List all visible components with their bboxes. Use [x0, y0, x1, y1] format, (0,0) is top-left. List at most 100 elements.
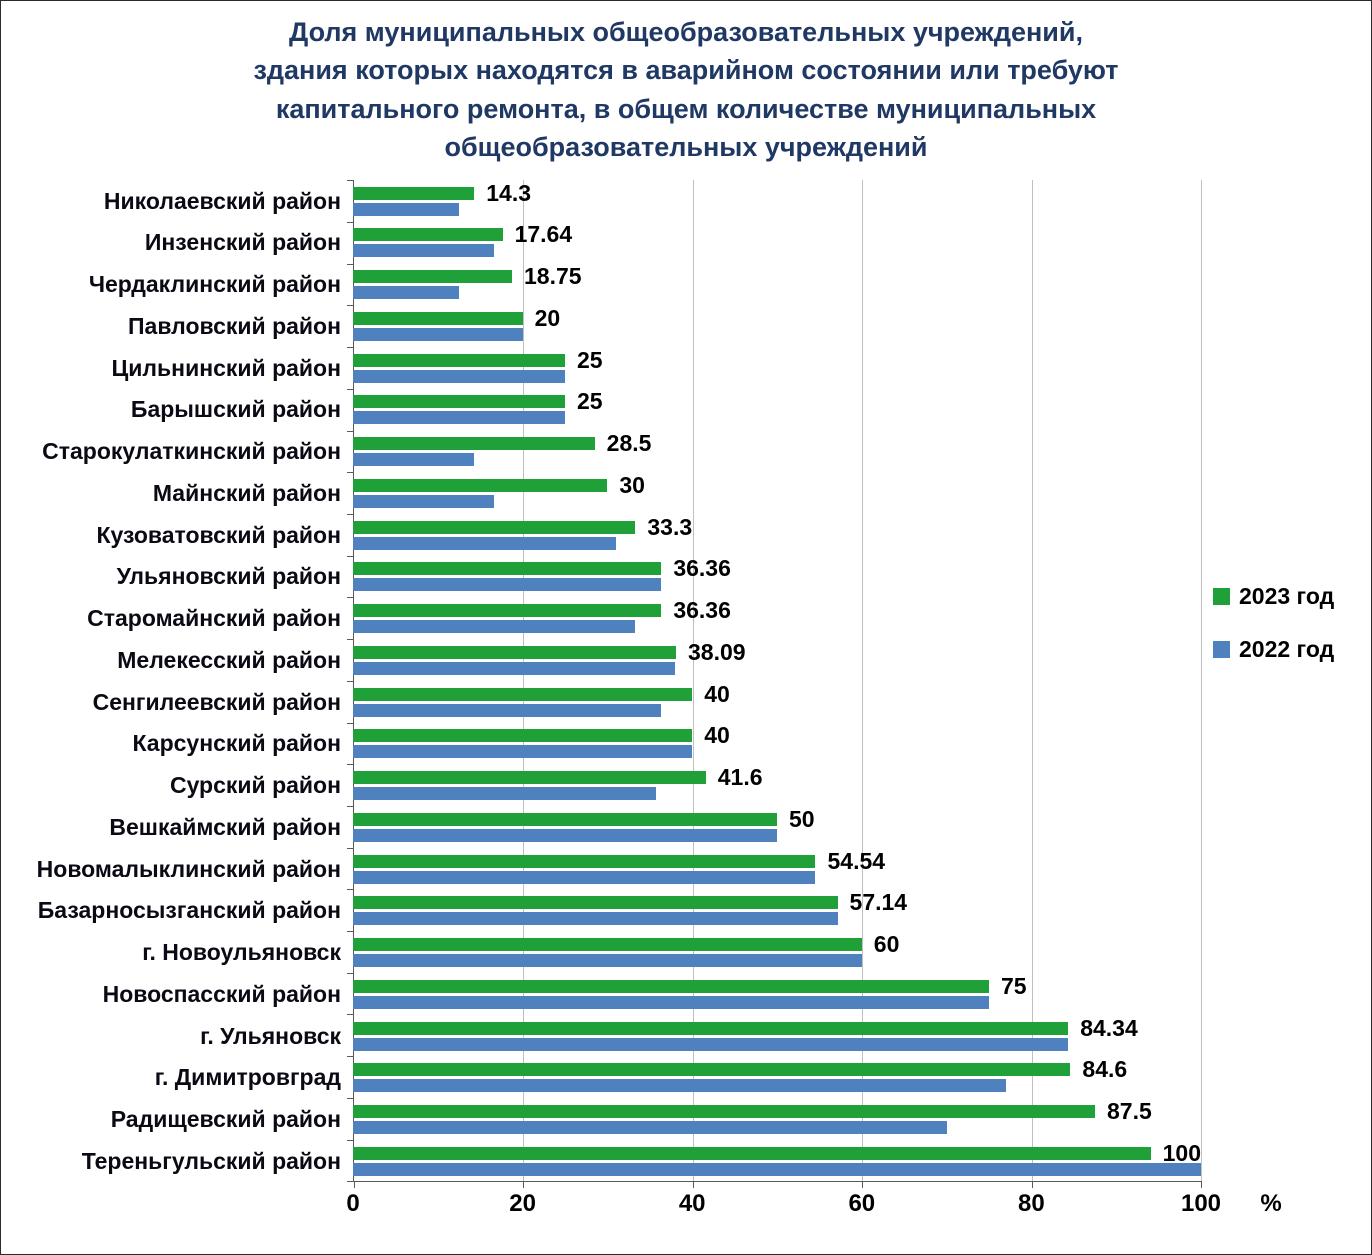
- gridline: [1201, 180, 1202, 1182]
- y-axis-tick: [347, 555, 354, 557]
- value-label: 14.3: [486, 179, 532, 206]
- value-label: 54.54: [827, 847, 886, 874]
- y-axis-tick: [347, 1181, 354, 1183]
- chart-title-line: Доля муниципальных общеобразовательных у…: [289, 17, 1083, 47]
- y-axis-tick: [347, 931, 354, 933]
- bar-2023: [353, 562, 662, 576]
- chart-row: Радищевский район 87.5: [3, 1098, 1201, 1141]
- plot-background: [347, 180, 1202, 1189]
- bar-pair: 14.3: [353, 180, 1201, 222]
- chart-row: Вешкаймский район 50: [3, 805, 1201, 849]
- value-label: 41.6: [717, 764, 763, 791]
- legend: 2023 год 2022 год: [1213, 583, 1334, 663]
- bar-pair: 38.09: [353, 638, 1201, 682]
- bar-2023: [353, 1021, 1069, 1035]
- bar-2022: [353, 745, 693, 759]
- category-label: Чердаклинский район: [88, 271, 341, 298]
- category-label: Базарносызганский район: [37, 897, 341, 924]
- bar-pair: 87.5: [353, 1098, 1201, 1141]
- bar-2022: [353, 494, 494, 508]
- bar-pair: 100: [353, 1140, 1201, 1183]
- value-label: 18.75: [524, 263, 582, 290]
- bar-2023: [353, 478, 608, 492]
- bar-2022: [353, 995, 989, 1009]
- bar-pair: 84.34: [353, 1015, 1201, 1057]
- x-axis: 0 20 40 60 80 100%: [346, 1182, 1281, 1222]
- category-label: Майнский район: [152, 479, 341, 506]
- value-label: 75: [1001, 972, 1027, 999]
- y-axis-tick: [347, 1014, 354, 1016]
- bar-2023: [353, 729, 693, 743]
- x-tick-label: 80: [1018, 1190, 1045, 1218]
- y-axis-tick: [347, 889, 354, 891]
- y-axis-tick: [347, 222, 354, 224]
- bar-pair: 50: [353, 805, 1201, 849]
- y-axis-tick: [347, 430, 354, 432]
- bar-2022: [353, 912, 838, 926]
- y-axis-tick: [347, 1097, 354, 1099]
- category-label: Новомалыклинский район: [36, 855, 341, 882]
- bar-2023: [353, 186, 475, 200]
- bar-2022: [353, 954, 862, 968]
- value-label: 40: [704, 722, 730, 749]
- y-axis-tick: [347, 805, 354, 807]
- y-axis-tick: [347, 597, 354, 599]
- y-axis-tick: [347, 722, 354, 724]
- bar-pair: 41.6: [353, 764, 1201, 807]
- bar-2023: [353, 353, 565, 367]
- y-axis-tick: [347, 764, 354, 766]
- value-label: 36.36: [673, 597, 731, 624]
- bar-2023: [353, 896, 838, 910]
- category-label: Старомайнский район: [87, 605, 341, 632]
- bar-2022: [353, 1079, 1006, 1093]
- bar-2022: [353, 620, 636, 634]
- category-label: г. Димитровград: [154, 1064, 341, 1091]
- chart-title-line: капитального ремонта, в общем количестве…: [275, 93, 1097, 124]
- category-label: Старокулаткинский район: [42, 438, 341, 465]
- y-axis-tick: [347, 347, 354, 349]
- chart-row: г. Димитровград 84.6: [3, 1056, 1201, 1099]
- value-label: 40: [704, 680, 730, 707]
- chart-row: Кузоватовский район 33.3: [3, 514, 1201, 556]
- bar-pair: 75: [353, 972, 1201, 1016]
- bar-pair: 33.3: [353, 514, 1201, 556]
- legend-entry-2023: 2023 год: [1213, 583, 1334, 610]
- legend-entry-2022: 2022 год: [1213, 636, 1334, 663]
- bar-2023: [353, 771, 706, 785]
- y-axis-tick: [347, 680, 354, 682]
- bar-pair: 40: [353, 681, 1201, 723]
- category-label: Карсунский район: [132, 730, 341, 757]
- x-axis-tick: [692, 1181, 694, 1189]
- category-label: Павловский район: [128, 312, 341, 339]
- bar-2022: [353, 286, 459, 300]
- y-axis-tick: [347, 847, 354, 849]
- bar-2022: [353, 1037, 1068, 1051]
- bar-2022: [353, 703, 662, 717]
- bar-pair: 25: [353, 347, 1201, 389]
- bar-2023: [353, 1063, 1071, 1077]
- category-label: Вешкаймский район: [109, 813, 341, 840]
- bar-2022: [353, 661, 676, 675]
- value-label: 38.09: [688, 638, 746, 665]
- x-tick-label: 100: [1180, 1190, 1222, 1218]
- bar-2023: [353, 311, 523, 325]
- value-label: 84.34: [1080, 1014, 1138, 1041]
- bar-2022: [353, 411, 565, 425]
- chart-row: Ульяновский район 36.36: [3, 555, 1201, 598]
- value-label: 28.5: [606, 430, 652, 457]
- category-label: Николаевский район: [103, 187, 341, 214]
- bar-2023: [353, 520, 636, 534]
- x-axis-unit-label: %: [1260, 1190, 1282, 1218]
- bar-2023: [353, 687, 693, 701]
- bar-2022: [353, 536, 616, 550]
- gridline: [862, 180, 864, 1182]
- category-label: Новоспасский район: [102, 980, 341, 1007]
- value-label: 50: [789, 805, 815, 832]
- legend-label-2023: 2023 год: [1239, 583, 1335, 609]
- chart-row: Новомалыклинский район 54.54: [3, 848, 1201, 890]
- y-axis-tick: [347, 1056, 354, 1058]
- legend-swatch-2022: [1213, 641, 1230, 658]
- category-label: Радищевский район: [110, 1106, 341, 1133]
- value-label: 25: [577, 388, 603, 415]
- chart-row: Инзенский район 17.64: [3, 221, 1201, 264]
